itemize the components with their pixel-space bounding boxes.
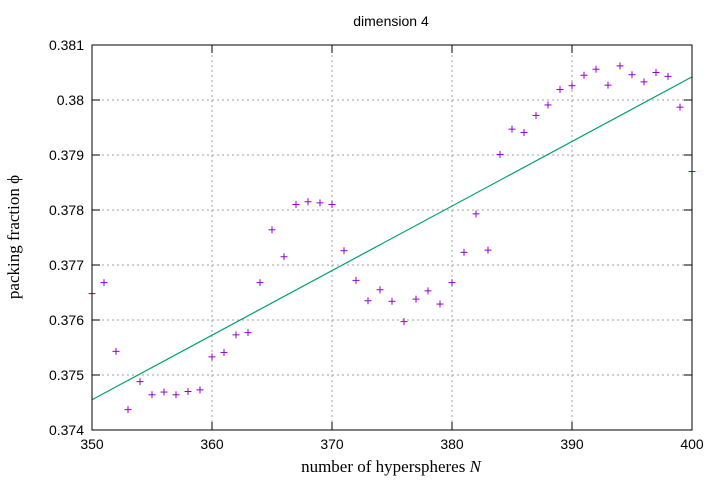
data-point (172, 391, 180, 399)
data-point (604, 81, 612, 89)
data-point (124, 406, 132, 414)
data-point (628, 71, 636, 79)
fit-line (91, 76, 693, 401)
data-point (328, 201, 336, 208)
data-point (460, 248, 468, 256)
y-axis-label-var: ϕ (4, 175, 23, 184)
y-tick-label: 0.377 (49, 257, 84, 273)
data-point (160, 388, 168, 396)
data-point (412, 295, 420, 303)
data-point (556, 86, 564, 94)
plot-frame (91, 44, 693, 431)
data-point (424, 287, 432, 295)
x-tick-label: 400 (680, 436, 704, 452)
x-axis-label-var: N (469, 457, 483, 476)
data-point (280, 253, 288, 261)
y-tick-label: 0.376 (49, 312, 84, 328)
data-point (544, 101, 552, 109)
data-point (568, 82, 576, 90)
data-point (244, 329, 252, 337)
grid (92, 45, 692, 430)
data-point (664, 72, 672, 80)
data-point (364, 297, 372, 305)
x-tick-label: 370 (320, 436, 344, 452)
data-point (676, 103, 684, 111)
data-point (616, 62, 624, 70)
data-point (340, 247, 348, 255)
data-point (316, 199, 324, 207)
chart-title: dimension 4 (353, 13, 429, 29)
y-tick-label: 0.374 (49, 422, 84, 438)
data-point (112, 347, 120, 355)
data-point (592, 65, 600, 73)
data-point (256, 279, 264, 287)
y-tick-label: 0.375 (49, 367, 84, 383)
y-tick-label: 0.381 (49, 37, 84, 53)
x-tick-label: 380 (440, 436, 464, 452)
data-point (484, 246, 492, 254)
data-point (208, 353, 216, 361)
y-tick-label: 0.378 (49, 202, 84, 218)
data-point (388, 297, 396, 305)
data-point (376, 286, 384, 294)
x-axis-label: number of hyperspheres N (301, 457, 483, 476)
data-point (580, 71, 588, 79)
data-point (520, 128, 528, 136)
x-tick-label: 350 (80, 436, 104, 452)
data-point (268, 226, 276, 234)
data-point (232, 331, 240, 339)
y-tick-label: 0.38 (57, 92, 84, 108)
data-point (448, 279, 456, 287)
data-point (220, 348, 228, 356)
data-point (184, 388, 192, 395)
axis-ticks: 350 360 370 380 390 400 0.374 0.375 0.376 0.377 0.… (49, 37, 704, 452)
data-point (196, 386, 204, 394)
x-tick-label: 360 (200, 436, 224, 452)
y-tick-label: 0.379 (49, 147, 84, 163)
data-point (136, 378, 144, 386)
data-point (292, 201, 300, 208)
data-point (400, 318, 408, 326)
data-point (100, 279, 108, 287)
data-point (640, 78, 648, 86)
data-point (304, 198, 312, 206)
fit-line-layer (91, 76, 693, 401)
data-points-layer (88, 62, 696, 414)
y-axis-label-text: packing fraction (4, 188, 23, 299)
data-point (148, 391, 156, 399)
data-point (496, 150, 504, 158)
data-point (472, 210, 480, 218)
data-point (508, 125, 516, 133)
x-axis-label-text: number of hyperspheres (301, 457, 465, 476)
y-axis-label: packing fraction ϕ (4, 175, 23, 299)
x-tick-label: 390 (560, 436, 584, 452)
data-point (532, 111, 540, 119)
data-point (436, 300, 444, 308)
data-point (652, 69, 660, 76)
data-point (352, 276, 360, 284)
